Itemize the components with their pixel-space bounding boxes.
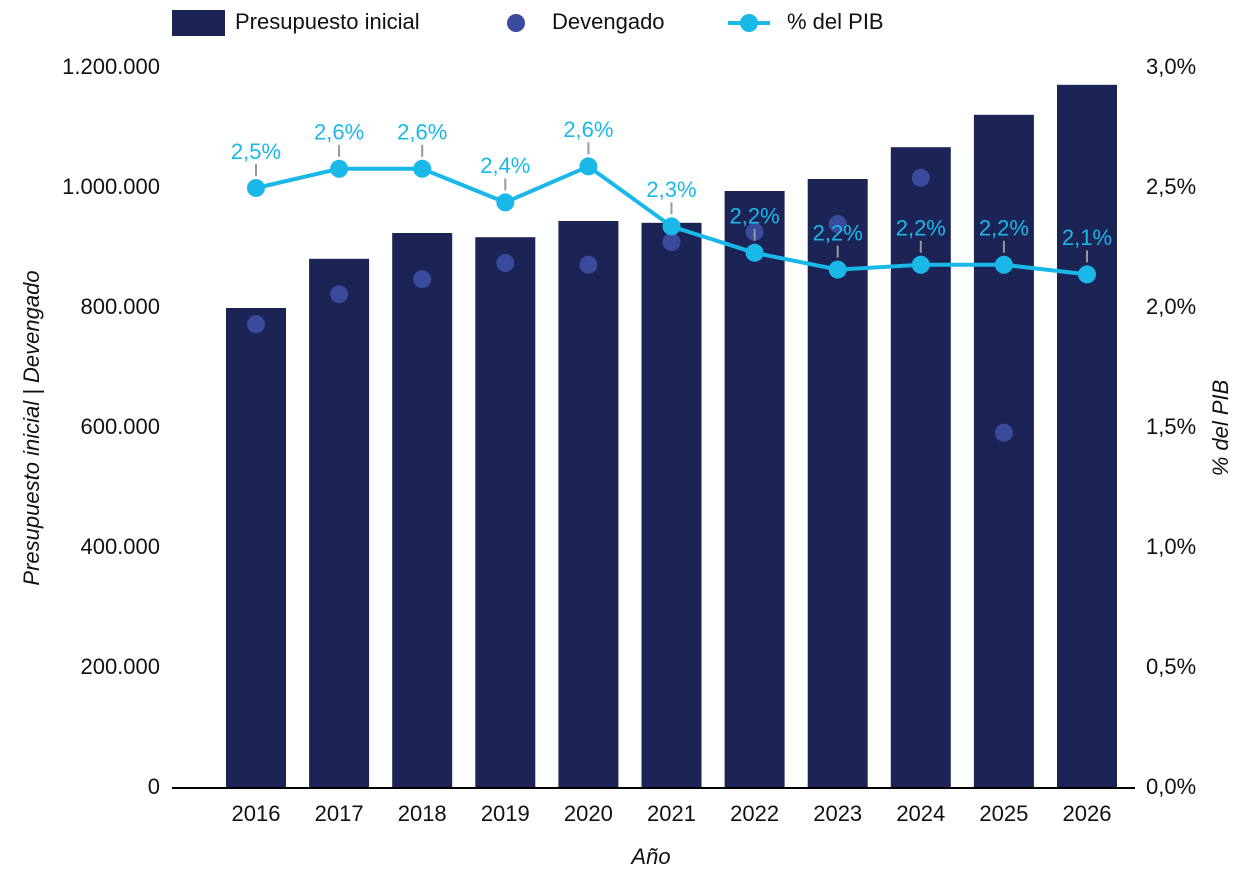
- bar: [309, 258, 370, 788]
- dot: [662, 233, 681, 251]
- bar: [724, 191, 785, 788]
- y2-tick-label: 0,5%: [1146, 654, 1196, 679]
- data-label: 2,6%: [314, 120, 364, 145]
- dot: [828, 215, 847, 233]
- bar: [890, 147, 951, 788]
- data-label: 2,2%: [979, 216, 1029, 241]
- y2-axis-title: % del PIB: [1208, 380, 1233, 477]
- dot: [413, 270, 432, 289]
- line-point: [413, 159, 432, 178]
- line-point: [247, 179, 265, 197]
- y-axis-title: Presupuesto inicial | Devengado: [19, 270, 44, 585]
- line-point: [662, 217, 681, 236]
- line-point: [1078, 265, 1096, 284]
- dot: [247, 315, 265, 334]
- dot: [496, 254, 515, 272]
- dot: [579, 255, 598, 274]
- bar: [641, 222, 702, 789]
- bar: [558, 221, 619, 788]
- x-tick-label: 2020: [564, 801, 613, 826]
- data-label: 2,6%: [397, 120, 447, 145]
- y2-tick-label: 1,5%: [1146, 414, 1196, 439]
- data-label: 2,4%: [480, 153, 530, 178]
- y-tick-label: 1.200.000: [62, 54, 160, 79]
- y-tick-label: 0: [148, 774, 160, 799]
- legend-swatch: [507, 14, 525, 32]
- bar: [1057, 84, 1117, 789]
- y-tick-label: 1.000.000: [62, 174, 160, 199]
- legend-label: Devengado: [552, 9, 665, 34]
- y2-tick-label: 2,0%: [1146, 294, 1196, 319]
- dot: [994, 423, 1013, 442]
- bar: [973, 114, 1034, 789]
- line-point: [745, 243, 764, 262]
- bar: [475, 237, 536, 788]
- x-tick-label: 2017: [315, 801, 364, 826]
- x-tick-label: 2022: [730, 801, 779, 826]
- x-tick-label: 2024: [896, 801, 945, 826]
- line-point: [911, 255, 930, 274]
- legend-label: Presupuesto inicial: [235, 9, 420, 34]
- data-label: 2,2%: [730, 204, 780, 229]
- line-point: [828, 260, 847, 279]
- legend-swatch: [172, 10, 225, 36]
- y2-tick-label: 1,0%: [1146, 534, 1196, 559]
- data-label: 2,6%: [563, 117, 613, 142]
- bar: [392, 233, 453, 788]
- data-label: 2,2%: [813, 220, 863, 245]
- y2-tick-label: 2,5%: [1146, 174, 1196, 199]
- y-tick-label: 600.000: [80, 414, 160, 439]
- y-tick-label: 400.000: [80, 534, 160, 559]
- line-point: [330, 159, 349, 178]
- line-point: [994, 255, 1013, 274]
- data-label: 2,1%: [1062, 225, 1112, 250]
- data-label: 2,3%: [646, 177, 696, 202]
- x-tick-label: 2025: [979, 801, 1028, 826]
- bar: [226, 308, 286, 788]
- legend-swatch: [740, 14, 758, 32]
- x-tick-label: 2019: [481, 801, 530, 826]
- bar: [807, 179, 868, 788]
- y2-tick-label: 0,0%: [1146, 774, 1196, 799]
- x-tick-label: 2016: [232, 801, 281, 826]
- legend-label: % del PIB: [787, 9, 884, 34]
- x-tick-label: 2021: [647, 801, 696, 826]
- data-label: 2,2%: [896, 216, 946, 241]
- line-point: [496, 193, 515, 212]
- x-axis-title: Año: [629, 844, 670, 869]
- dot: [330, 285, 349, 304]
- dot: [911, 168, 930, 187]
- x-tick-label: 2023: [813, 801, 862, 826]
- y2-tick-label: 3,0%: [1146, 54, 1196, 79]
- x-tick-label: 2018: [398, 801, 447, 826]
- data-label: 2,5%: [231, 139, 281, 164]
- y-tick-label: 200.000: [80, 654, 160, 679]
- line-point: [579, 157, 598, 176]
- x-tick-label: 2026: [1063, 801, 1112, 826]
- y-tick-label: 800.000: [80, 294, 160, 319]
